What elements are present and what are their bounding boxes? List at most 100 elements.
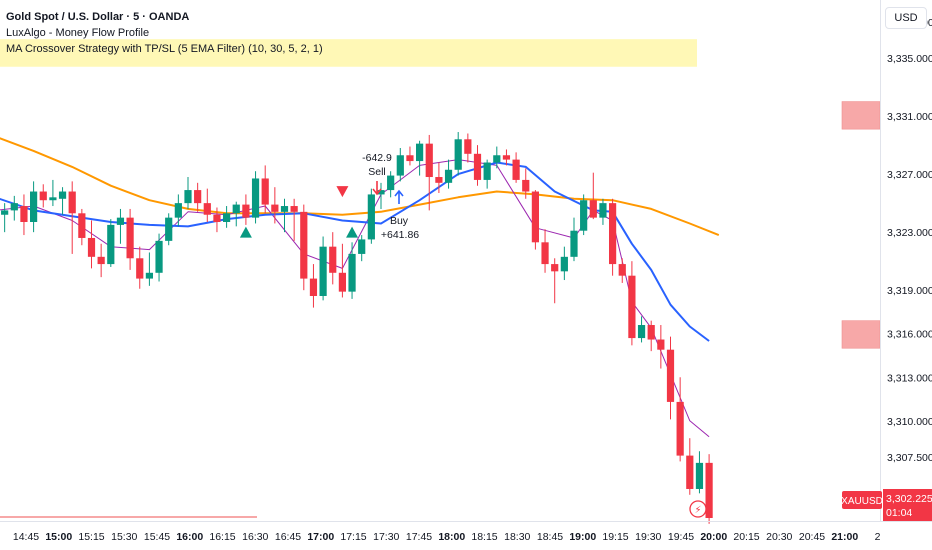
price-axis[interactable]: 3,337.5003,335.0003,331.0003,327.0003,32… [880,0,932,521]
candle-up [570,230,578,257]
candle-down [473,153,482,180]
time-tick-label: 16:00 [176,531,203,543]
candle-up [493,155,501,163]
candle-up [319,246,327,296]
time-tick-label: 16:15 [209,531,235,543]
buy-signal-triangle [239,226,252,238]
candle-up [184,190,192,204]
time-tick-label: 18:30 [504,531,530,543]
time-tick-label: 15:30 [111,531,137,543]
currency-selector[interactable]: USD [885,7,927,29]
price-tick-label: 3,313.000 [887,372,932,384]
price-tick-label: 3,323.000 [887,227,932,239]
candle-down [68,191,76,214]
candle-up [348,253,356,292]
candle-up [30,191,38,222]
bar-countdown: 01:04 [886,507,912,519]
ma-slow-line [0,137,720,237]
candle-down [39,191,47,201]
sell-signal-triangle [336,186,349,198]
time-tick-label: 20:00 [700,531,727,543]
last-price-marker: XAUUSD 3,302.225 01:04 ⚡ [689,489,932,521]
candle-up [116,217,125,225]
candle-down [300,211,308,279]
candle-up [223,213,231,222]
candle-up [232,204,240,214]
indicators-layer [0,137,720,438]
time-tick-label: 18:45 [537,531,563,543]
time-tick-label: 17:15 [340,531,366,543]
profile-bottom-bar [0,516,257,518]
candle-down [512,159,520,180]
candle-up [560,256,568,272]
time-tick-label: 19:00 [569,531,596,543]
candle-down [97,256,105,265]
candle-down [203,203,211,215]
candle-down [541,242,549,265]
candle-down [136,258,144,279]
time-axis[interactable]: 14:45 15:00 15:15 15:30 15:45 16:00 16:15 16:30… [0,521,932,544]
price-tick-label: 3,327.000 [887,169,932,181]
time-tick-label: 19:15 [602,531,628,543]
time-tick-label: 20:45 [799,531,825,543]
time-tick-label: 15:00 [45,531,72,543]
candle-up [107,224,115,265]
candle-down [309,278,318,296]
candle-down [589,200,597,218]
buy-label: Buy [390,215,409,227]
time-tick-label: 2 [875,531,881,543]
time-tick-label: 20:30 [766,531,792,543]
candle-down [271,204,279,212]
candle-down [686,455,694,489]
time-tick-label: 15:45 [144,531,170,543]
candle-up [377,190,385,195]
price-tick-label: 3,331.000 [887,111,932,123]
candle-up [695,462,704,489]
time-tick-label: 19:30 [635,531,661,543]
candle-down [78,213,86,238]
sell-label: Sell [368,166,386,178]
candle-up [58,191,67,199]
last-price-badge [883,489,932,521]
candle-up [387,175,395,191]
time-tick-label: 17:00 [307,531,334,543]
sell-entry-arrow [372,181,382,196]
symbol-badge [842,491,882,509]
symbol-title[interactable]: Gold Spot / U.S. Dollar · 5 · OANDA [6,11,190,23]
time-tick-label: 21:00 [831,531,858,543]
alert-icon[interactable] [689,500,707,518]
candle-up [454,139,462,170]
time-tick-label: 18:15 [471,531,497,543]
profile-box [841,101,881,130]
candle-down [618,264,626,276]
indicator-luxalgo[interactable]: LuxAlgo - Money Flow Profile [6,27,150,39]
candle-down [609,203,617,265]
candle-down [647,325,655,340]
candle-up [580,200,588,231]
price-tick-label: 3,319.000 [887,285,932,297]
candle-down [261,178,269,205]
candle-down [213,214,221,222]
chart-legend: Gold Spot / U.S. Dollar · 5 · OANDA LuxA… [6,9,323,57]
signals-layer [239,181,404,238]
candle-down [676,401,684,456]
candle-down [406,155,414,162]
candle-up [280,206,289,212]
candle-down [425,143,433,178]
candle-down [628,275,636,339]
candle-down [531,191,539,243]
time-tick-label: 17:45 [406,531,432,543]
candle-up [251,178,260,218]
buy-signal-triangle [346,226,359,238]
trade-annotations: -642.9 Sell Buy +641.86 [362,152,419,241]
candle-up [10,203,18,211]
candle-up [416,143,424,162]
candle-down [522,179,530,192]
candle-down [126,217,134,259]
candle-up [599,203,607,218]
candle-up [155,240,163,273]
time-tick-label: 14:45 [13,531,39,543]
candle-up [358,239,366,254]
indicator-ma-crossover[interactable]: MA Crossover Strategy with TP/SL (5 EMA … [6,43,323,55]
